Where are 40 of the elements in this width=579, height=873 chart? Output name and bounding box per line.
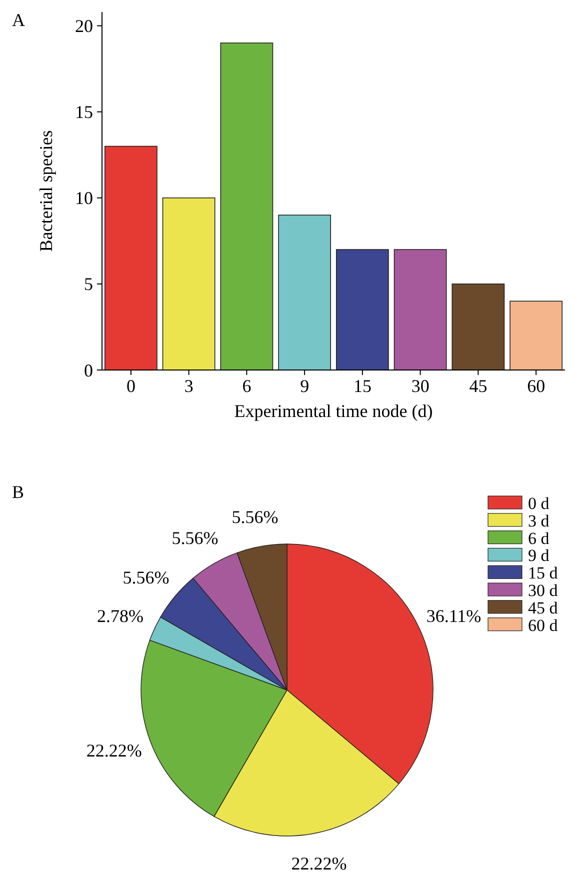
y-tick-label: 10 bbox=[75, 188, 93, 208]
x-tick-label: 3 bbox=[184, 376, 194, 396]
x-tick-label: 60 bbox=[527, 376, 546, 396]
y-tick-label: 0 bbox=[84, 360, 93, 380]
data-label: 5.56% bbox=[172, 528, 218, 548]
bar bbox=[336, 249, 389, 370]
x-tick-label: 9 bbox=[300, 376, 310, 396]
data-label: 5.56% bbox=[232, 506, 278, 527]
legend-label: 0 d bbox=[528, 494, 550, 513]
legend-label: 15 d bbox=[528, 564, 558, 583]
x-tick-label: 6 bbox=[242, 376, 252, 396]
legend-label: 60 d bbox=[528, 616, 558, 635]
chart-title: B bbox=[12, 482, 24, 502]
x-tick-label: 30 bbox=[411, 376, 430, 396]
y-tick-label: 20 bbox=[75, 16, 93, 36]
x-axis-title: Experimental time node (d) bbox=[234, 401, 433, 421]
y-tick-label: 5 bbox=[84, 274, 93, 294]
data-label: 36.11% bbox=[426, 606, 482, 626]
bar bbox=[510, 300, 563, 370]
x-tick-label: 15 bbox=[353, 376, 372, 396]
data-label: 2.78% bbox=[96, 606, 144, 626]
legend-label: 45 d bbox=[528, 598, 558, 618]
y-tick-label: 15 bbox=[75, 102, 93, 122]
legend-label: 9 d bbox=[528, 546, 550, 566]
data-label: 22.22% bbox=[86, 740, 142, 761]
data-label: 5.56% bbox=[122, 567, 170, 588]
legend-label: 3 d bbox=[528, 511, 550, 530]
legend-label: 30 d bbox=[528, 580, 558, 600]
bar bbox=[452, 284, 505, 370]
x-tick-label: 0 bbox=[126, 376, 136, 396]
bar bbox=[278, 214, 332, 370]
x-tick-label: 45 bbox=[469, 376, 488, 396]
bar bbox=[220, 42, 274, 370]
bar bbox=[104, 146, 158, 370]
legend-label: 6 d bbox=[528, 528, 550, 548]
bar bbox=[162, 197, 216, 370]
chart-title: A bbox=[12, 10, 25, 30]
data-label: 22.22% bbox=[291, 854, 347, 873]
bar bbox=[394, 249, 447, 370]
y-axis-title: Bacterial species bbox=[36, 130, 56, 252]
